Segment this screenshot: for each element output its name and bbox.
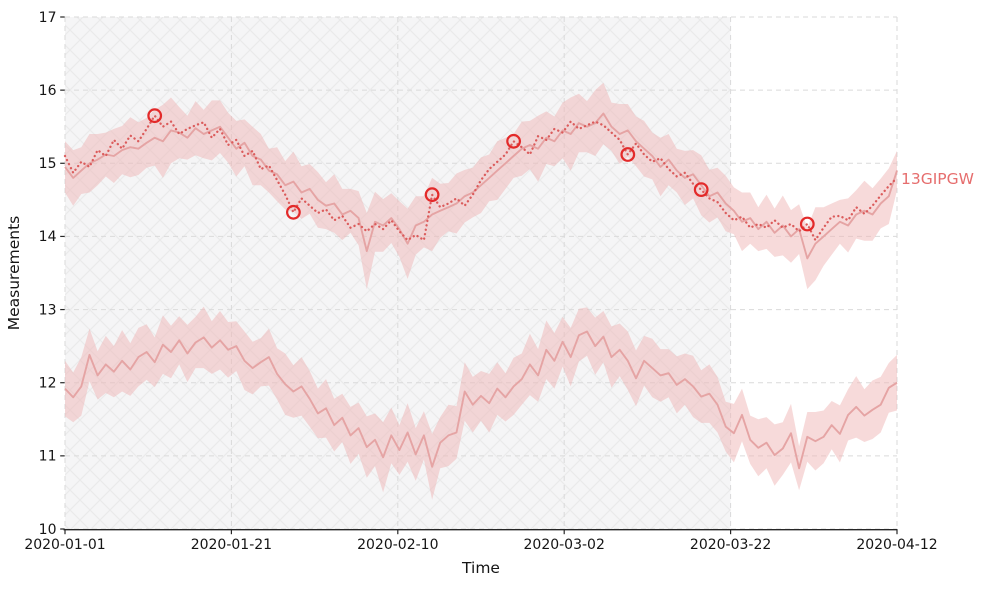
x-tick-label: 2020-04-12 <box>856 537 937 553</box>
y-axis-label: Measurements <box>5 216 23 331</box>
y-tick-label: 16 <box>39 83 57 99</box>
series-end-annotation: 13GIPGW <box>901 170 974 188</box>
y-tick-label: 14 <box>39 229 57 245</box>
y-tick-label: 13 <box>39 302 57 318</box>
observation-marker <box>424 187 440 203</box>
x-tick-label: 2020-03-22 <box>690 537 771 553</box>
lower-mean-band <box>65 306 897 500</box>
x-tick-label: 2020-01-01 <box>24 537 105 553</box>
y-tick-label: 17 <box>39 10 57 26</box>
observation-marker <box>620 147 636 162</box>
y-tick-label: 11 <box>39 449 57 465</box>
x-tick-label: 2020-02-10 <box>357 537 438 553</box>
lower-mean-line <box>64 330 898 470</box>
y-tick-label: 15 <box>39 156 57 172</box>
observation-marker <box>506 133 521 149</box>
x-axis-label: Time <box>461 559 500 577</box>
y-tick-label: 10 <box>39 522 57 538</box>
y-tick-label: 12 <box>39 376 57 392</box>
x-tick-label: 2020-03-02 <box>524 537 605 553</box>
plot-area: 2020-01-01 2020-01-21 2020-02-10 2020-03-02… <box>24 10 937 553</box>
observation-marker <box>147 108 163 124</box>
observation-marker <box>693 182 709 198</box>
observation-marker <box>799 216 815 232</box>
upper-mean-line <box>64 112 898 260</box>
observation-marker <box>286 204 301 220</box>
x-tick-label: 2020-01-21 <box>191 537 272 553</box>
